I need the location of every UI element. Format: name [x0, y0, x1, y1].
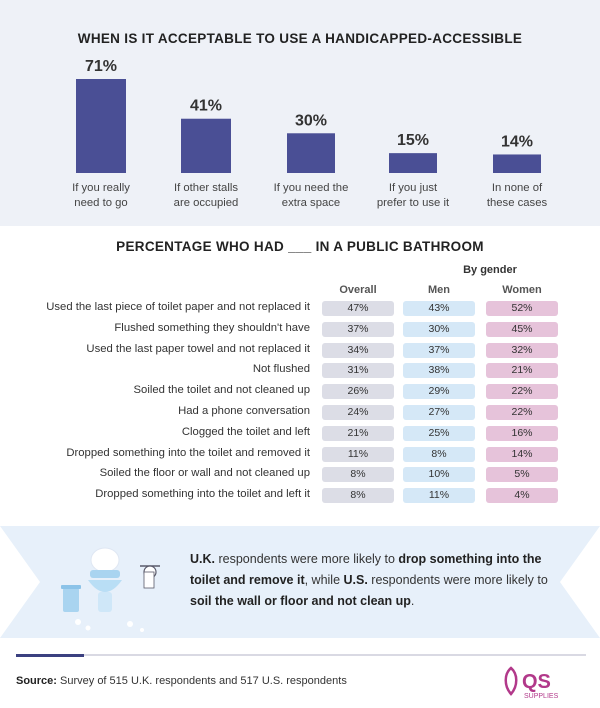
cell-women: 14% — [486, 446, 558, 462]
column-header-men: Men — [428, 284, 450, 296]
cell-men: 37% — [403, 342, 475, 358]
bar — [389, 153, 437, 173]
toilet-icon — [88, 547, 122, 612]
category-label: need to go — [74, 197, 127, 209]
row-label: Soiled the toilet and not cleaned up — [133, 384, 311, 397]
toilet-paper-icon — [140, 565, 160, 589]
cell-men: 30% — [403, 321, 475, 337]
column-header-women: Women — [502, 284, 542, 296]
cell-women: 21% — [486, 363, 558, 379]
bar — [76, 79, 126, 173]
cell-overall: 11% — [322, 446, 394, 462]
row-label: Flushed something they shouldn't have — [114, 321, 310, 334]
row-label: Dropped something into the toilet and re… — [66, 446, 310, 459]
svg-text:SUPPLIES: SUPPLIES — [524, 693, 559, 700]
cell-men: 43% — [403, 301, 475, 316]
row-label: Not flushed — [252, 363, 310, 376]
cell-overall: 31% — [322, 363, 394, 379]
note-panel — [0, 526, 600, 638]
row-label: Used the last piece of toilet paper and … — [46, 301, 310, 313]
bar-value-label: 14% — [501, 133, 533, 150]
bar-chart-title: WHEN IS IT ACCEPTABLE TO USE A HANDICAPP… — [77, 31, 523, 46]
category-label: If you need the — [274, 182, 349, 194]
cell-women: 52% — [486, 301, 558, 316]
bar — [181, 118, 231, 173]
cell-women: 45% — [486, 321, 558, 337]
row-label: Soiled the floor or wall and not cleaned… — [99, 467, 310, 480]
category-label: prefer to use it — [377, 197, 450, 209]
bar-value-label: 30% — [295, 112, 327, 129]
footer-divider — [16, 654, 586, 656]
qs-supplies-logo: QS SUPPLIES — [504, 666, 559, 700]
cell-men: 8% — [403, 446, 475, 462]
table-title: PERCENTAGE WHO HAD ___ IN A PUBLIC BATHR… — [116, 239, 484, 254]
row-label: Had a phone conversation — [178, 405, 310, 417]
cell-men: 11% — [403, 488, 475, 504]
category-label: extra space — [282, 197, 340, 209]
source-note: Source: Survey of 515 U.K. respondents a… — [16, 675, 347, 687]
cell-overall: 47% — [322, 301, 394, 316]
category-label: these cases — [487, 197, 548, 209]
trash-can-icon — [61, 585, 81, 612]
cell-overall: 21% — [322, 425, 394, 441]
cell-women: 16% — [486, 425, 558, 441]
note-text: U.K. respondents were more likely to dro… — [190, 552, 548, 608]
cell-men: 29% — [403, 384, 475, 400]
cell-women: 4% — [486, 488, 558, 504]
cell-overall: 8% — [322, 467, 394, 483]
footer-divider-accent — [16, 654, 84, 657]
category-label: are occupied — [174, 197, 239, 209]
cell-men: 25% — [403, 425, 475, 441]
paper-scraps — [75, 619, 144, 632]
row-label: Clogged the toilet and left — [181, 425, 310, 438]
by-gender-header: By gender — [463, 264, 517, 276]
cell-women: 32% — [486, 342, 558, 358]
category-label: In none of — [492, 182, 543, 194]
bar-value-label: 71% — [85, 58, 117, 75]
cell-women: 22% — [486, 405, 558, 420]
cell-overall: 37% — [322, 321, 394, 337]
category-label: If you really — [72, 182, 130, 194]
cell-men: 10% — [403, 467, 475, 483]
cell-men: 38% — [403, 363, 475, 379]
category-label: If other stalls — [174, 182, 238, 194]
cell-overall: 26% — [322, 384, 394, 400]
row-label: Used the last paper towel and not replac… — [86, 342, 310, 355]
bar-value-label: 15% — [397, 132, 429, 149]
bar — [493, 154, 541, 173]
cell-overall: 8% — [322, 488, 394, 504]
cell-overall: 24% — [322, 405, 394, 420]
svg-text:QS: QS — [522, 671, 551, 693]
row-label: Dropped something into the toilet and le… — [95, 488, 310, 501]
cell-overall: 34% — [322, 342, 394, 358]
column-header-overall: Overall — [339, 284, 377, 296]
bar — [287, 133, 335, 173]
bar-chart: 71% If you really need to go 41% If other st… — [72, 58, 548, 209]
cell-women: 5% — [486, 467, 558, 483]
cell-women: 22% — [486, 384, 558, 400]
cell-men: 27% — [403, 405, 475, 420]
bar-value-label: 41% — [190, 98, 222, 115]
category-label: If you just — [389, 182, 438, 194]
